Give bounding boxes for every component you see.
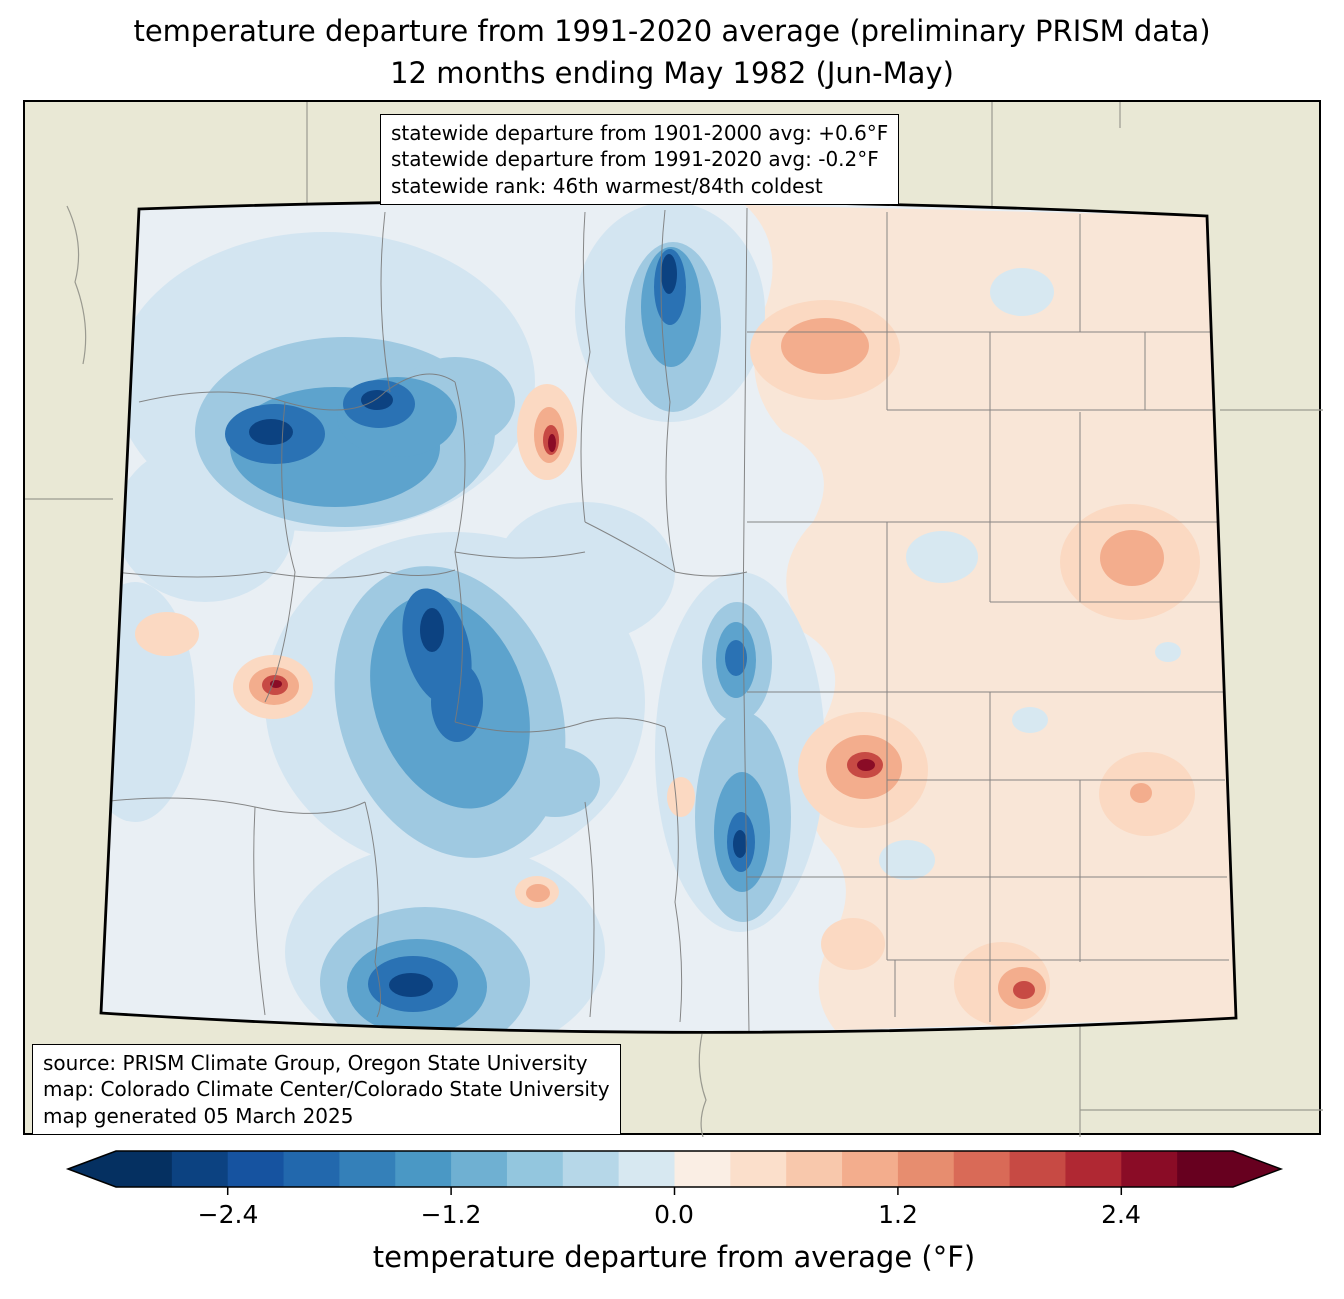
stats-box: statewide departure from 1901-2000 avg: … [380, 114, 900, 206]
stats-line-2: statewide departure from 1991-2020 avg: … [391, 147, 879, 172]
source-line-1: source: PRISM Climate Group, Oregon Stat… [43, 1051, 588, 1075]
neighbor-state-lines [25, 102, 1323, 1137]
colorbar-tick-label-0: −2.4 [197, 1200, 259, 1229]
colorbar-axis-label: temperature departure from average (°F) [372, 1240, 976, 1274]
county-boundaries [101, 207, 1229, 1033]
page-title: temperature departure from 1991-2020 ave… [133, 14, 1211, 48]
source-box: source: PRISM Climate Group, Oregon Stat… [32, 1044, 621, 1136]
stats-line-1: statewide departure from 1901-2000 avg: … [391, 121, 889, 145]
colorbar-under-arrow [68, 1151, 116, 1187]
cool-deep [225, 249, 755, 1012]
colorbar-tick-label-3: 1.2 [878, 1200, 918, 1229]
colorbar-outline [65, 1150, 1284, 1188]
colorbar-tick-label-4: 2.4 [1101, 1200, 1141, 1229]
page-subtitle: 12 months ending May 1982 (Jun-May) [390, 56, 954, 90]
warm-core [270, 434, 875, 771]
source-line-3: map generated 05 March 2025 [43, 1103, 354, 1128]
colorbar [65, 1150, 1284, 1195]
colorbar-tick-marks [226, 1187, 1123, 1195]
colorado-map-svg [25, 102, 1323, 1137]
colorbar-over-arrow [1233, 1151, 1281, 1187]
temperature-field [101, 200, 1236, 1033]
stats-line-3: statewide rank: 46th warmest/84th coldes… [391, 173, 823, 198]
colorbar-tick-label-2: 0.0 [654, 1200, 694, 1229]
colorbar-tick-label-1: −1.2 [420, 1200, 482, 1229]
map-frame: statewide departure from 1901-2000 avg: … [23, 100, 1323, 1137]
colorbar-segments [116, 1151, 1234, 1187]
source-line-2: map: Colorado Climate Center/Colorado St… [43, 1077, 610, 1102]
cool-pockets-east [879, 268, 1181, 880]
